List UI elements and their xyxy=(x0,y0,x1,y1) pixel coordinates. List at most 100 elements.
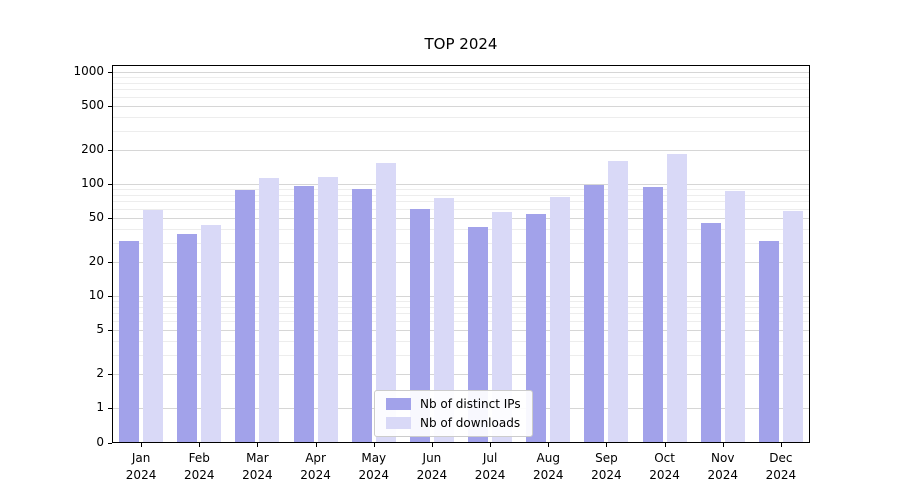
bar xyxy=(666,154,687,443)
gridline-major xyxy=(112,329,810,331)
x-tick xyxy=(722,443,724,447)
gridline-minor xyxy=(112,340,810,342)
gridline-minor xyxy=(112,201,810,203)
gridline-minor xyxy=(112,320,810,322)
x-tick xyxy=(548,443,550,447)
x-tick-label: Oct 2024 xyxy=(649,451,680,482)
x-tick-label: Feb 2024 xyxy=(183,451,215,482)
x-tick xyxy=(315,443,317,447)
bar xyxy=(608,161,629,443)
x-tick xyxy=(141,443,143,447)
y-tick-label: 20 xyxy=(88,254,104,269)
y-tick-label: 1000 xyxy=(73,64,104,78)
gridline-minor xyxy=(112,301,810,303)
gridline-minor xyxy=(112,116,810,118)
y-tick xyxy=(108,296,112,297)
y-tick-label: 0 xyxy=(96,435,104,449)
x-tick xyxy=(664,443,666,447)
gridline-minor xyxy=(112,96,810,98)
gridline-minor xyxy=(112,313,810,315)
gridline-minor xyxy=(112,208,810,210)
gridline-minor xyxy=(112,242,810,244)
bar xyxy=(782,211,803,443)
gridline-major xyxy=(112,72,810,73)
gridline-major xyxy=(112,262,810,264)
y-tick xyxy=(108,374,112,376)
gridline-major xyxy=(112,374,810,376)
bar xyxy=(177,233,198,443)
y-tick xyxy=(108,329,112,331)
x-tick-label: Jun 2024 xyxy=(416,451,448,482)
bar xyxy=(724,190,745,443)
x-tick xyxy=(199,443,201,447)
bar xyxy=(433,197,454,443)
gridline-minor xyxy=(112,306,810,308)
gridline-minor xyxy=(112,228,810,230)
x-tick-label: Apr 2024 xyxy=(300,451,331,482)
legend-swatch-downloads xyxy=(386,417,411,429)
bar xyxy=(468,227,489,443)
y-tick xyxy=(108,72,112,73)
y-tick-label: 200 xyxy=(81,142,104,157)
y-tick xyxy=(108,105,112,107)
bar xyxy=(259,178,280,443)
x-tick-label: Nov 2024 xyxy=(707,451,739,482)
gridline-minor xyxy=(112,82,810,84)
gridline-major xyxy=(112,296,810,297)
bar xyxy=(235,189,256,443)
y-tick-label: 1 xyxy=(96,400,104,414)
y-tick-label: 50 xyxy=(88,209,104,224)
bar xyxy=(143,210,164,443)
bar xyxy=(375,162,396,443)
x-tick xyxy=(780,443,782,447)
y-tick xyxy=(108,262,112,264)
plot-area: Nb of distinct IPs Nb of downloads xyxy=(112,65,810,443)
y-tick xyxy=(108,408,112,409)
gridline-minor xyxy=(112,77,810,79)
bar xyxy=(526,213,547,443)
legend-swatch-distinct-ips xyxy=(386,398,411,410)
y-tick xyxy=(108,184,112,185)
y-tick xyxy=(108,217,112,219)
legend-label: Nb of downloads xyxy=(420,416,521,430)
gridline-minor xyxy=(112,130,810,132)
x-tick-label: Jan 2024 xyxy=(125,451,157,482)
gridline-major xyxy=(112,105,810,107)
x-tick-label: Aug 2024 xyxy=(532,451,564,482)
x-tick-label: Sep 2024 xyxy=(591,451,622,482)
x-tick-label: Dec 2024 xyxy=(765,451,797,482)
bar xyxy=(201,225,222,443)
bar xyxy=(492,212,513,443)
bar xyxy=(584,185,605,443)
gridline-major xyxy=(112,184,810,185)
x-tick xyxy=(490,443,492,447)
x-tick-label: May 2024 xyxy=(358,451,390,482)
legend-label: Nb of distinct IPs xyxy=(420,397,521,411)
bar xyxy=(550,197,571,443)
bar xyxy=(351,188,372,443)
y-tick-label: 2 xyxy=(96,366,104,381)
gridline-minor xyxy=(112,189,810,191)
bar xyxy=(293,186,314,443)
bar xyxy=(700,222,721,443)
bar xyxy=(642,187,663,443)
y-tick-label: 500 xyxy=(81,97,104,112)
y-tick xyxy=(108,150,112,152)
legend-item: Nb of distinct IPs xyxy=(386,397,521,411)
y-tick-label: 100 xyxy=(81,176,104,190)
bar xyxy=(119,240,140,443)
x-tick-label: Mar 2024 xyxy=(242,451,273,482)
gridline-minor xyxy=(112,354,810,356)
bar xyxy=(758,240,779,443)
gridline-major xyxy=(112,150,810,152)
y-tick-label: 5 xyxy=(96,321,104,336)
bar xyxy=(409,208,430,443)
x-tick xyxy=(431,443,433,447)
chart-title: TOP 2024 xyxy=(424,35,498,53)
gridline-major xyxy=(112,217,810,219)
y-tick xyxy=(108,443,112,444)
x-tick xyxy=(606,443,608,447)
legend-item: Nb of downloads xyxy=(386,416,521,430)
gridline-minor xyxy=(112,89,810,91)
y-tick-label: 10 xyxy=(88,288,104,302)
